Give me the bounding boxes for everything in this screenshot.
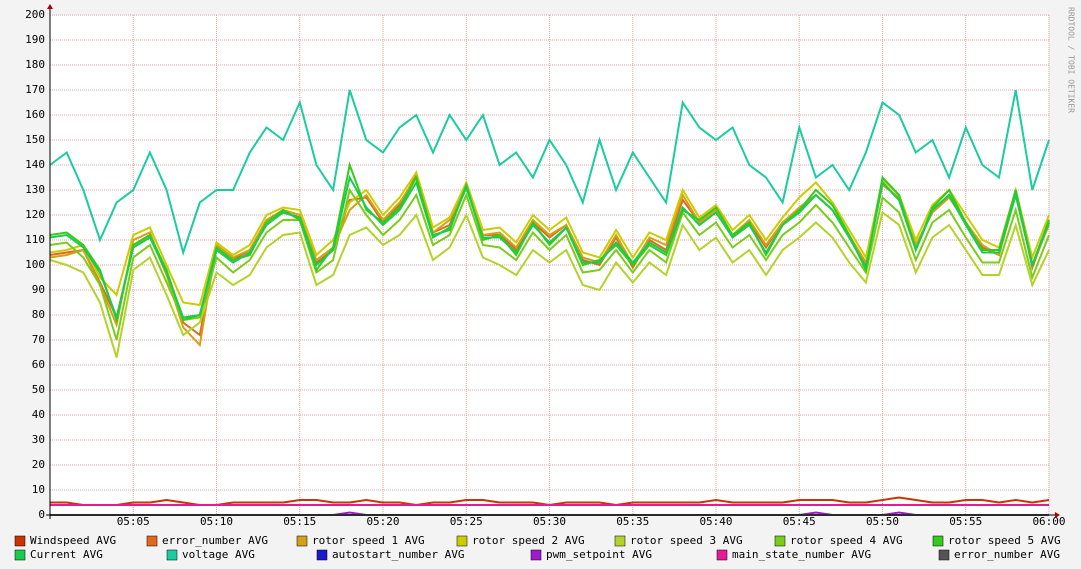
y-tick-label: 130: [25, 183, 45, 196]
x-tick-label: 05:35: [616, 515, 649, 528]
legend-swatch: [146, 535, 158, 547]
legend-swatch: [14, 535, 26, 547]
legend-label: rotor speed 5 AVG: [948, 534, 1061, 547]
legend-swatch: [938, 549, 950, 561]
y-tick-label: 150: [25, 133, 45, 146]
y-tick-label: 110: [25, 233, 45, 246]
y-tick-label: 60: [32, 358, 45, 371]
axis-arrow: [47, 4, 53, 9]
x-tick-label: 05:50: [866, 515, 899, 528]
y-tick-label: 80: [32, 308, 45, 321]
y-tick-label: 40: [32, 408, 45, 421]
x-tick-label: 05:20: [366, 515, 399, 528]
legend-swatch: [614, 535, 626, 547]
x-tick-label: 05:40: [699, 515, 732, 528]
legend-label: rotor speed 2 AVG: [472, 534, 585, 547]
legend-swatch: [774, 535, 786, 547]
x-tick-label: 05:55: [949, 515, 982, 528]
watermark: RRDTOOL / TOBI OETIKER: [1067, 7, 1076, 113]
legend-label: pwm_setpoint AVG: [546, 548, 652, 561]
y-tick-label: 70: [32, 333, 45, 346]
legend-swatch: [14, 549, 26, 561]
legend-label: main_state_number AVG: [732, 548, 871, 561]
legend-label: error_number AVG: [954, 548, 1060, 561]
legend-label: autostart_number AVG: [332, 548, 464, 561]
legend-label: rotor speed 1 AVG: [312, 534, 425, 547]
legend-label: rotor speed 3 AVG: [630, 534, 743, 547]
axis-arrow: [1055, 512, 1060, 518]
y-tick-label: 0: [38, 508, 45, 521]
series-line: [49, 187, 1050, 341]
x-tick-label: 05:45: [783, 515, 816, 528]
y-tick-label: 50: [32, 383, 45, 396]
x-tick-label: 05:25: [450, 515, 483, 528]
y-tick-label: 190: [25, 33, 45, 46]
series-line: [49, 174, 1050, 321]
x-tick-label: 06:00: [1032, 515, 1065, 528]
y-tick-label: 170: [25, 83, 45, 96]
series-line: [49, 210, 1050, 358]
legend-swatch: [166, 549, 178, 561]
series-line: [49, 89, 1050, 256]
legend-label: Windspeed AVG: [30, 534, 116, 547]
legend-label: voltage AVG: [182, 548, 255, 561]
legend-swatch: [932, 535, 944, 547]
y-tick-label: 100: [25, 258, 45, 271]
legend-swatch: [456, 535, 468, 547]
legend-label: Current AVG: [30, 548, 103, 561]
y-tick-label: 180: [25, 58, 45, 71]
legend-swatch: [530, 549, 542, 561]
x-tick-label: 05:05: [117, 515, 150, 528]
legend-swatch: [316, 549, 328, 561]
y-tick-label: 200: [25, 8, 45, 21]
y-tick-label: 160: [25, 108, 45, 121]
x-tick-label: 05:10: [200, 515, 233, 528]
x-tick-label: 05:30: [533, 515, 566, 528]
y-tick-label: 120: [25, 208, 45, 221]
y-tick-label: 20: [32, 458, 45, 471]
legend-swatch: [296, 535, 308, 547]
y-tick-label: 90: [32, 283, 45, 296]
x-tick-label: 05:15: [283, 515, 316, 528]
legend-label: rotor speed 4 AVG: [790, 534, 903, 547]
series-line: [49, 161, 1050, 324]
y-tick-label: 140: [25, 158, 45, 171]
legend-swatch: [716, 549, 728, 561]
y-tick-label: 10: [32, 483, 45, 496]
y-tick-label: 30: [32, 433, 45, 446]
legend-label: error_number AVG: [162, 534, 268, 547]
